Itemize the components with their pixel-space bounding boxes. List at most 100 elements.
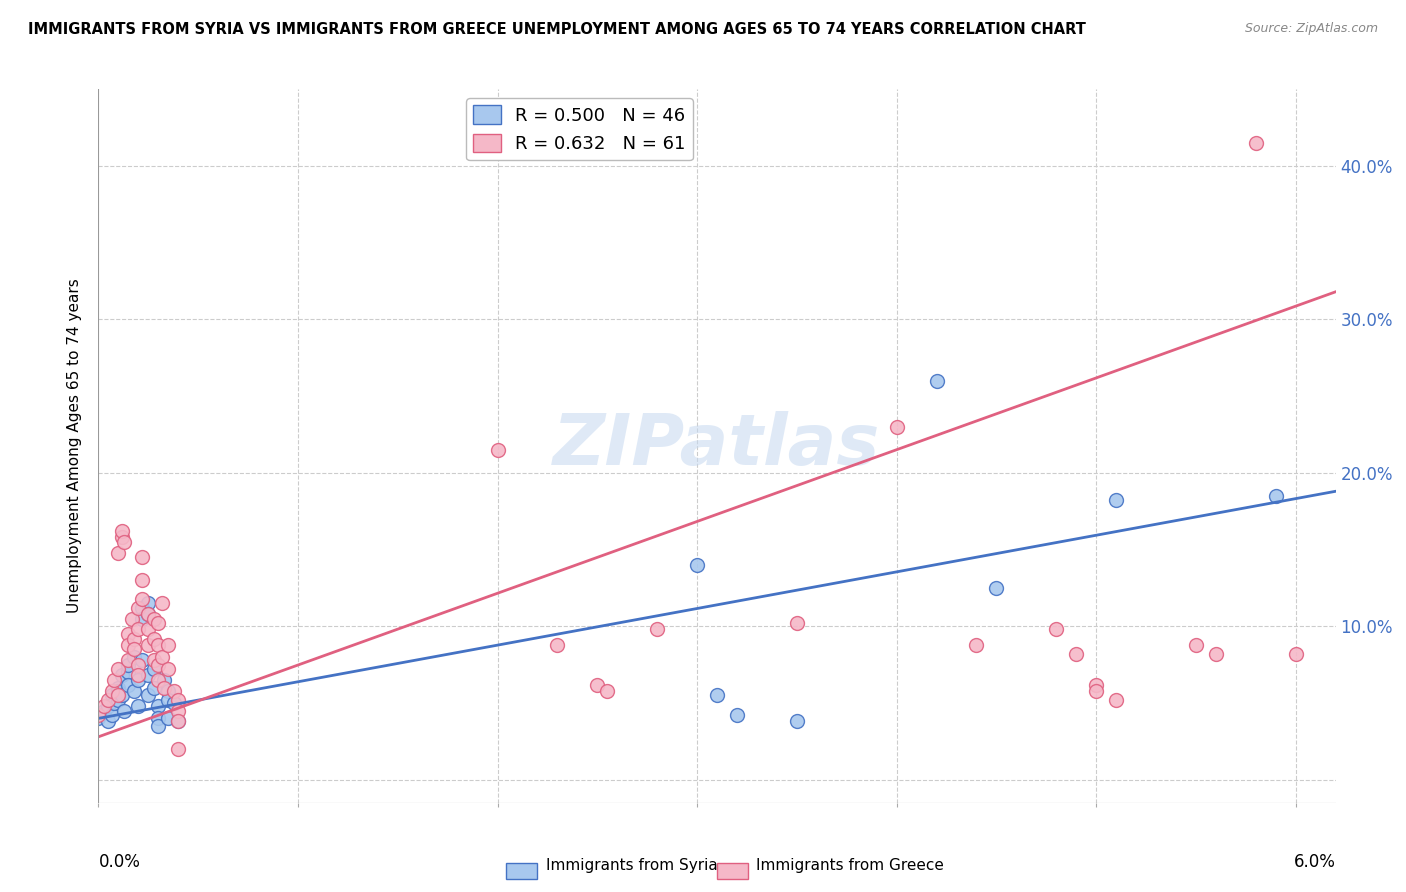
Point	[786, 714, 808, 729]
Point	[1064, 647, 1087, 661]
Point	[143, 662, 166, 676]
Point	[157, 711, 180, 725]
Point	[127, 673, 149, 687]
Point	[153, 673, 176, 687]
Point	[136, 596, 159, 610]
Text: Source: ZipAtlas.com: Source: ZipAtlas.com	[1244, 22, 1378, 36]
Point	[148, 719, 170, 733]
Point	[163, 696, 186, 710]
Point	[163, 683, 186, 698]
Point	[131, 653, 153, 667]
Point	[103, 696, 125, 710]
Point	[127, 601, 149, 615]
Point	[148, 638, 170, 652]
Point	[131, 574, 153, 588]
Point	[107, 693, 129, 707]
Point	[124, 650, 146, 665]
Text: IMMIGRANTS FROM SYRIA VS IMMIGRANTS FROM GREECE UNEMPLOYMENT AMONG AGES 65 TO 74: IMMIGRANTS FROM SYRIA VS IMMIGRANTS FROM…	[28, 22, 1085, 37]
Point	[117, 678, 139, 692]
Point	[124, 642, 146, 657]
Point	[127, 668, 149, 682]
Point	[157, 683, 180, 698]
Point	[486, 442, 509, 457]
Point	[136, 689, 159, 703]
Point	[167, 714, 190, 729]
Point	[93, 704, 115, 718]
Y-axis label: Unemployment Among Ages 65 to 74 years: Unemployment Among Ages 65 to 74 years	[67, 278, 83, 614]
Point	[157, 693, 180, 707]
Point	[586, 678, 609, 692]
Text: Immigrants from Syria: Immigrants from Syria	[546, 858, 717, 872]
Point	[150, 596, 173, 610]
Point	[143, 632, 166, 646]
Point	[112, 535, 135, 549]
Point	[111, 524, 134, 538]
Point	[148, 699, 170, 714]
Point	[1085, 683, 1108, 698]
Point	[153, 681, 176, 695]
Point	[1085, 678, 1108, 692]
Text: ZIPatlas: ZIPatlas	[554, 411, 880, 481]
Point	[148, 673, 170, 687]
Point	[136, 607, 159, 621]
Point	[136, 638, 159, 652]
Point	[157, 638, 180, 652]
Point	[1105, 693, 1128, 707]
Point	[157, 662, 180, 676]
Point	[101, 683, 124, 698]
Point	[1285, 647, 1308, 661]
Point	[143, 653, 166, 667]
Point	[167, 714, 190, 729]
Point	[1205, 647, 1227, 661]
Point	[1264, 489, 1286, 503]
Point	[127, 623, 149, 637]
Point	[103, 673, 125, 687]
Point	[131, 550, 153, 565]
Point	[596, 683, 619, 698]
Point	[107, 681, 129, 695]
Point	[111, 668, 134, 682]
Point	[117, 638, 139, 652]
Point	[107, 546, 129, 560]
Point	[111, 689, 134, 703]
Point	[124, 683, 146, 698]
Point	[101, 689, 124, 703]
Point	[117, 627, 139, 641]
Text: 6.0%: 6.0%	[1294, 853, 1336, 871]
Point	[107, 683, 129, 698]
Point	[143, 612, 166, 626]
Point	[107, 662, 129, 676]
Point	[101, 708, 124, 723]
Point	[925, 374, 948, 388]
Point	[167, 693, 190, 707]
Point	[1185, 638, 1208, 652]
Point	[131, 601, 153, 615]
Point	[886, 419, 908, 434]
Text: Immigrants from Greece: Immigrants from Greece	[756, 858, 945, 872]
Point	[1105, 493, 1128, 508]
Point	[966, 638, 988, 652]
Point	[112, 704, 135, 718]
Point	[117, 665, 139, 680]
Point	[136, 607, 159, 621]
Point	[87, 711, 110, 725]
Point	[546, 638, 568, 652]
Point	[148, 657, 170, 672]
Point	[117, 657, 139, 672]
Point	[148, 711, 170, 725]
Point	[136, 623, 159, 637]
Legend: R = 0.500   N = 46, R = 0.632   N = 61: R = 0.500 N = 46, R = 0.632 N = 61	[467, 98, 693, 161]
Point	[167, 704, 190, 718]
Point	[1045, 623, 1067, 637]
Point	[686, 558, 709, 572]
Point	[97, 714, 120, 729]
Point	[131, 591, 153, 606]
Point	[127, 699, 149, 714]
Point	[124, 632, 146, 646]
Point	[97, 693, 120, 707]
Point	[645, 623, 668, 637]
Text: 0.0%: 0.0%	[98, 853, 141, 871]
Point	[143, 681, 166, 695]
Point	[725, 708, 748, 723]
Point	[93, 699, 115, 714]
